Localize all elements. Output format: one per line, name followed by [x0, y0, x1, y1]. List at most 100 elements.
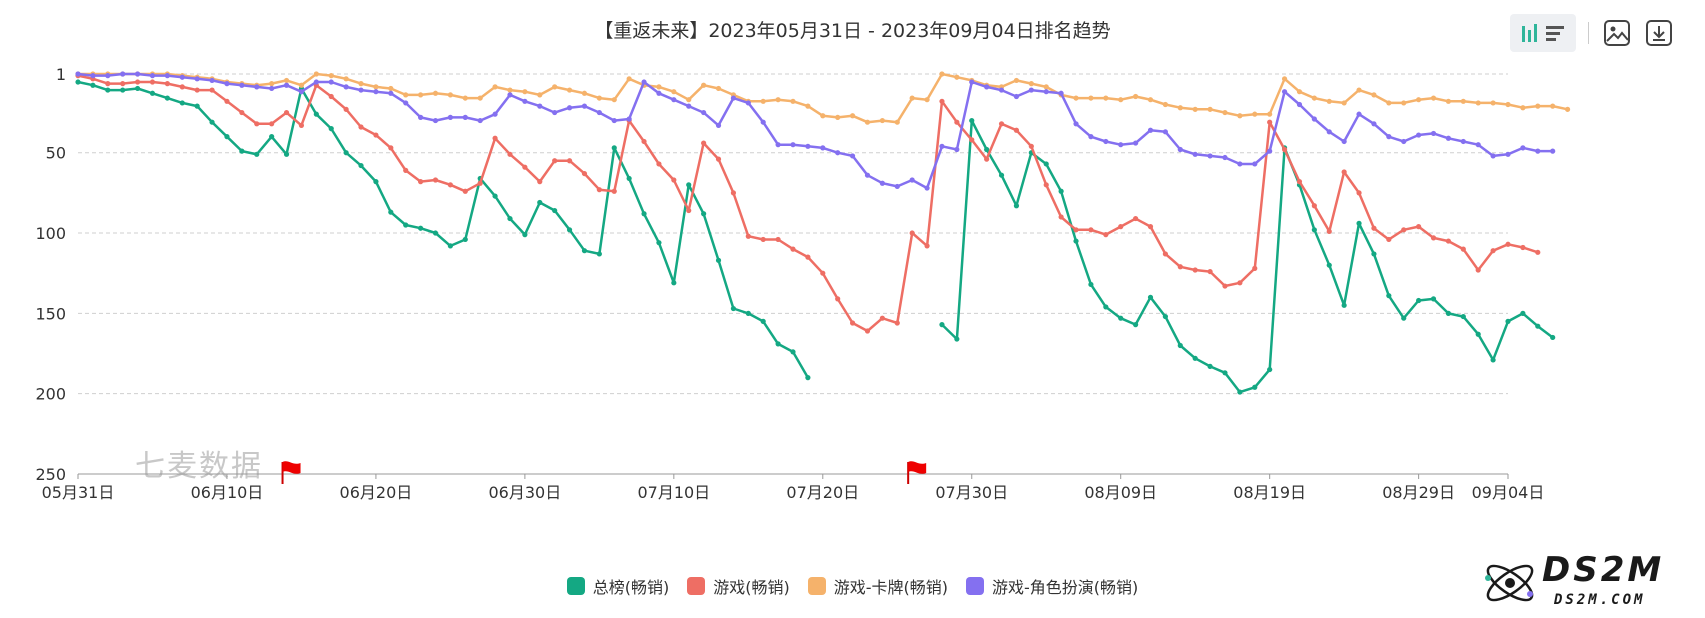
data-point-0	[507, 215, 513, 222]
data-point-0	[388, 209, 394, 215]
data-point-3	[656, 90, 662, 96]
data-point-1	[790, 246, 796, 252]
data-point-0	[1118, 315, 1124, 321]
data-point-2	[1237, 113, 1243, 119]
data-point-1	[730, 190, 737, 196]
data-point-2	[1073, 95, 1079, 101]
legend-item[interactable]: 游戏-卡牌(畅销)	[807, 574, 948, 598]
data-point-3	[715, 122, 722, 129]
data-point-3	[1371, 121, 1377, 127]
data-point-3	[924, 185, 930, 191]
data-point-1	[984, 156, 990, 162]
event-flag-icon[interactable]	[281, 461, 301, 484]
data-point-3	[805, 143, 811, 149]
legend-item[interactable]: 游戏(畅销)	[687, 574, 790, 598]
data-point-0	[1535, 323, 1541, 329]
brand-text: DS2M	[1542, 550, 1665, 590]
data-point-3	[269, 85, 275, 92]
save-image-button[interactable]	[1598, 14, 1636, 52]
data-point-1	[432, 177, 439, 183]
data-point-0	[1192, 355, 1198, 361]
data-point-0	[715, 257, 722, 263]
data-point-3	[998, 87, 1005, 93]
data-point-1	[462, 188, 468, 194]
data-point-2	[552, 84, 558, 90]
series-line-0	[941, 119, 1554, 394]
data-point-1	[745, 233, 751, 239]
data-point-1	[1386, 236, 1392, 243]
data-point-1	[403, 167, 409, 173]
data-point-3	[343, 84, 349, 90]
legend-item[interactable]: 游戏-角色扮演(畅销)	[966, 574, 1138, 598]
data-point-3	[1445, 135, 1452, 141]
data-point-3	[432, 117, 439, 124]
data-point-2	[1460, 98, 1466, 104]
data-point-0	[75, 79, 81, 85]
data-point-1	[1207, 268, 1213, 275]
data-point-1	[343, 106, 349, 112]
data-point-2	[1475, 100, 1481, 106]
data-point-1	[775, 236, 781, 243]
data-point-1	[328, 93, 334, 100]
chart-legend: 总榜(畅销) 游戏(畅销) 游戏-卡牌(畅销) 游戏-角色扮演(畅销)	[0, 574, 1705, 598]
download-button[interactable]	[1640, 14, 1678, 52]
data-point-1	[998, 121, 1005, 127]
data-point-3	[1252, 161, 1258, 167]
view-toggle-button[interactable]	[1510, 14, 1576, 52]
data-point-2	[596, 95, 602, 101]
data-point-3	[164, 73, 170, 79]
data-point-1	[924, 243, 930, 249]
data-point-1	[149, 79, 156, 85]
data-point-0	[343, 150, 349, 156]
data-point-3	[581, 103, 588, 109]
legend-label: 游戏-角色扮演(畅销)	[992, 578, 1139, 597]
data-point-1	[134, 79, 141, 85]
data-point-2	[1386, 100, 1392, 106]
data-point-0	[1490, 357, 1496, 363]
data-point-1	[686, 207, 692, 214]
data-point-0	[1177, 342, 1183, 349]
data-point-2	[1162, 101, 1168, 108]
data-point-2	[373, 84, 379, 90]
data-point-2	[715, 85, 722, 92]
data-point-3	[418, 114, 424, 120]
data-point-3	[1103, 138, 1109, 145]
data-point-0	[1505, 318, 1511, 324]
data-point-2	[879, 117, 885, 124]
data-point-1	[164, 81, 170, 87]
download-icon	[1646, 20, 1672, 46]
data-point-3	[864, 172, 871, 178]
data-point-3	[671, 97, 677, 103]
data-point-0	[566, 227, 573, 233]
data-point-0	[120, 87, 126, 93]
data-point-3	[939, 143, 945, 149]
data-point-1	[1296, 179, 1303, 185]
data-point-0	[745, 310, 751, 316]
data-point-3	[552, 109, 558, 116]
chart-toolbar	[1510, 14, 1690, 52]
x-tick-label: 09月04日	[1472, 483, 1545, 502]
data-point-0	[1460, 313, 1466, 320]
data-point-0	[730, 305, 737, 312]
data-point-2	[1147, 97, 1154, 103]
data-point-1	[209, 87, 215, 93]
data-point-3	[1296, 101, 1303, 108]
data-point-3	[313, 79, 319, 85]
data-point-2	[447, 92, 453, 98]
legend-label: 游戏(畅销)	[713, 578, 790, 597]
data-point-3	[373, 89, 379, 95]
series-line-3	[77, 72, 1553, 190]
data-point-3	[820, 145, 826, 151]
data-point-2	[1043, 84, 1049, 90]
data-point-0	[1058, 188, 1064, 194]
data-point-2	[1326, 98, 1332, 104]
data-point-1	[1252, 265, 1258, 271]
data-point-3	[1133, 140, 1139, 146]
data-point-3	[298, 89, 305, 95]
legend-item[interactable]: 总榜(畅销)	[566, 574, 669, 598]
data-point-0	[447, 243, 453, 249]
event-flag-icon[interactable]	[907, 461, 927, 484]
data-point-2	[1088, 95, 1094, 101]
data-point-0	[596, 251, 602, 257]
data-point-2	[611, 97, 617, 103]
